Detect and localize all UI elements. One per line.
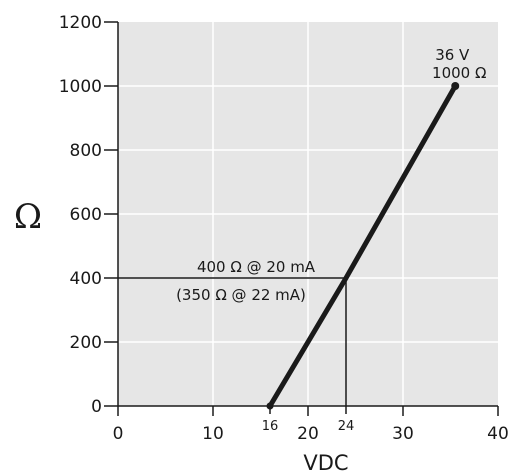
y-tick-label: 400	[70, 269, 102, 289]
x-tick-label: 0	[113, 424, 124, 444]
annotation-endpoint-resistance: 1000 Ω	[432, 64, 486, 82]
y-tick-label: 200	[70, 333, 102, 353]
x-tick-label: 40	[487, 424, 509, 444]
x-tick-label: 30	[392, 424, 414, 444]
y-axis-title: Ω	[14, 197, 42, 237]
x-tick-label: 20	[297, 424, 319, 444]
x-tick-label: 10	[202, 424, 224, 444]
annotation-endpoint-voltage: 36 V	[435, 46, 470, 64]
y-tick-label: 800	[70, 141, 102, 161]
annotation-operating-point-alt: (350 Ω @ 22 mA)	[176, 286, 306, 304]
annotation-operating-point: 400 Ω @ 20 mA	[197, 258, 316, 276]
x-axis-title: VDC	[303, 451, 348, 475]
series-end-point	[451, 82, 460, 90]
y-tick-label: 0	[91, 397, 102, 417]
series-start-point	[266, 402, 274, 410]
y-tick-label: 1000	[59, 77, 102, 97]
x-minor-tick-label: 24	[338, 419, 355, 434]
y-tick-label: 600	[70, 205, 102, 225]
x-minor-tick-label: 16	[262, 419, 279, 434]
y-tick-label: 1200	[59, 13, 102, 33]
series-line	[267, 83, 458, 409]
